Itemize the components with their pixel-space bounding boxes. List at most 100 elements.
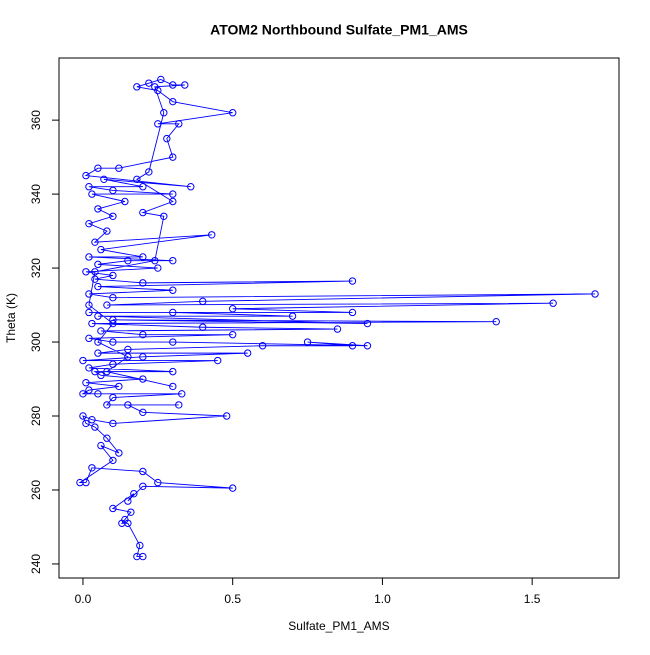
data-point [115, 164, 123, 172]
data-point [139, 482, 147, 490]
data-point [130, 489, 138, 498]
data-line [78, 78, 596, 557]
x-tick-label: 0.5 [224, 592, 241, 606]
data-point [258, 342, 267, 350]
y-tick-label: 340 [29, 184, 43, 204]
y-tick-label: 240 [29, 554, 43, 574]
data-point [85, 253, 93, 261]
data-point [79, 412, 87, 420]
data-point [85, 219, 93, 228]
data-point [348, 342, 357, 350]
data-point [208, 231, 216, 239]
data-point [94, 349, 102, 357]
data-point [109, 393, 117, 402]
data-point [85, 386, 93, 394]
chart-title: ATOM2 Northbound Sulfate_PM1_AMS [210, 22, 468, 38]
data-point [549, 299, 557, 307]
data-point [109, 212, 117, 220]
data-point [139, 375, 147, 383]
data-point [109, 338, 117, 346]
data-point [109, 186, 117, 195]
data-point [103, 301, 111, 309]
data-point [187, 183, 195, 191]
data-point [91, 238, 99, 246]
data-point [181, 81, 189, 89]
data-point [228, 109, 237, 117]
y-axis-label: Theta (K) [4, 293, 18, 343]
data-point [91, 423, 99, 431]
data-point [154, 264, 162, 272]
data-point [97, 441, 105, 450]
data-point [163, 134, 171, 143]
data-point [97, 245, 105, 254]
data-point [124, 256, 132, 265]
data-point [348, 277, 357, 285]
data-point [103, 227, 111, 235]
data-point [109, 360, 117, 368]
data-point [151, 256, 159, 265]
data-point [199, 297, 207, 306]
data-point [109, 316, 117, 324]
data-point [109, 504, 117, 513]
data-point [94, 260, 102, 269]
data-point [109, 456, 117, 465]
data-point [103, 401, 111, 409]
data-point [363, 342, 372, 350]
data-point [94, 390, 102, 398]
data-point [139, 353, 147, 361]
data-point [91, 275, 99, 283]
data-point [139, 253, 147, 261]
data-point [115, 382, 123, 391]
data-point [492, 317, 500, 326]
data-point [133, 552, 141, 561]
data-point [139, 279, 147, 287]
data-point [160, 109, 168, 117]
data-point [228, 484, 237, 492]
data-point [124, 497, 132, 505]
data-point [169, 81, 177, 89]
data-point [100, 175, 108, 184]
data-point [333, 325, 342, 333]
data-point [145, 168, 153, 176]
data-point [124, 401, 132, 409]
data-point [154, 478, 162, 487]
data-point [133, 83, 141, 91]
data-point [94, 338, 102, 346]
y-tick-label: 300 [29, 332, 43, 352]
data-point [169, 338, 177, 346]
y-tick-label: 280 [29, 406, 43, 426]
data-point [139, 330, 147, 339]
data-point [85, 308, 93, 317]
data-point [160, 212, 168, 220]
data-point [109, 271, 117, 280]
data-point [139, 408, 147, 417]
data-point [88, 416, 96, 424]
data-point [121, 515, 129, 524]
data-point [91, 367, 99, 376]
data-point [109, 419, 117, 428]
data-point [103, 367, 111, 376]
data-point [199, 323, 207, 331]
data-point [109, 293, 117, 302]
x-tick-label: 1.5 [524, 592, 541, 606]
data-point [127, 508, 135, 516]
data-point [97, 327, 105, 335]
data-point [303, 338, 312, 346]
data-point [79, 390, 87, 398]
x-tick-label: 0.0 [75, 592, 92, 606]
data-point [228, 330, 237, 339]
data-point [94, 205, 102, 213]
data-point [169, 153, 177, 161]
data-point [175, 120, 183, 128]
data-point [115, 449, 123, 457]
data-point [94, 312, 102, 320]
data-point [91, 268, 99, 276]
y-tick-label: 360 [29, 110, 43, 130]
data-point [178, 390, 186, 398]
data-point [79, 356, 87, 365]
data-point [139, 208, 147, 217]
data-point [169, 256, 177, 265]
data-point [136, 541, 144, 550]
data-point [133, 175, 141, 184]
data-point [243, 349, 252, 357]
